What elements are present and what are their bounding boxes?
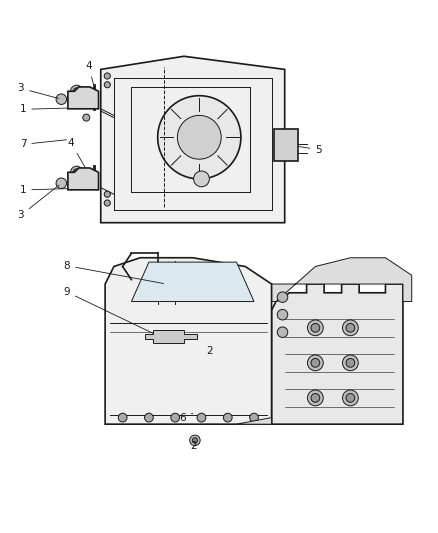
Polygon shape xyxy=(68,87,99,109)
Circle shape xyxy=(158,96,241,179)
Circle shape xyxy=(83,173,90,180)
Text: 2: 2 xyxy=(206,346,212,356)
Text: 3: 3 xyxy=(18,83,59,99)
Circle shape xyxy=(343,320,358,336)
Circle shape xyxy=(192,438,198,443)
Polygon shape xyxy=(237,418,272,424)
Text: 6: 6 xyxy=(180,413,193,423)
Text: 1: 1 xyxy=(20,104,70,114)
Circle shape xyxy=(277,292,288,302)
Polygon shape xyxy=(272,284,403,424)
Text: 5: 5 xyxy=(290,144,322,155)
Circle shape xyxy=(104,191,110,197)
Text: 4: 4 xyxy=(85,61,93,84)
Circle shape xyxy=(307,390,323,406)
Circle shape xyxy=(277,327,288,337)
Circle shape xyxy=(73,88,80,95)
Circle shape xyxy=(250,413,258,422)
Circle shape xyxy=(307,355,323,371)
Circle shape xyxy=(145,413,153,422)
Circle shape xyxy=(71,85,83,98)
Circle shape xyxy=(104,200,110,206)
Circle shape xyxy=(343,355,358,371)
Circle shape xyxy=(307,320,323,336)
Text: 9: 9 xyxy=(64,287,157,335)
Circle shape xyxy=(346,359,355,367)
Circle shape xyxy=(223,413,232,422)
Text: 3: 3 xyxy=(18,185,59,220)
Circle shape xyxy=(73,169,80,176)
Circle shape xyxy=(171,413,180,422)
Circle shape xyxy=(343,390,358,406)
Text: 4: 4 xyxy=(68,138,93,181)
Circle shape xyxy=(197,413,206,422)
Circle shape xyxy=(83,182,90,189)
Polygon shape xyxy=(131,262,254,302)
Polygon shape xyxy=(272,258,412,302)
Circle shape xyxy=(346,393,355,402)
Text: 8: 8 xyxy=(64,261,164,284)
Circle shape xyxy=(277,310,288,320)
Polygon shape xyxy=(101,56,285,223)
Circle shape xyxy=(56,178,67,189)
Circle shape xyxy=(71,166,83,179)
Polygon shape xyxy=(145,330,197,343)
Circle shape xyxy=(311,359,320,367)
Circle shape xyxy=(346,324,355,332)
Circle shape xyxy=(311,324,320,332)
Circle shape xyxy=(83,101,90,108)
Text: 7: 7 xyxy=(20,139,67,149)
Text: 2: 2 xyxy=(191,441,197,451)
Circle shape xyxy=(56,94,67,104)
Text: 1: 1 xyxy=(20,185,70,195)
Circle shape xyxy=(83,114,90,121)
Circle shape xyxy=(118,413,127,422)
Circle shape xyxy=(190,435,200,446)
Circle shape xyxy=(104,73,110,79)
Circle shape xyxy=(194,171,209,187)
Polygon shape xyxy=(105,258,272,424)
Circle shape xyxy=(311,393,320,402)
Polygon shape xyxy=(274,128,298,161)
Polygon shape xyxy=(68,168,99,190)
Circle shape xyxy=(104,82,110,88)
Circle shape xyxy=(177,115,221,159)
